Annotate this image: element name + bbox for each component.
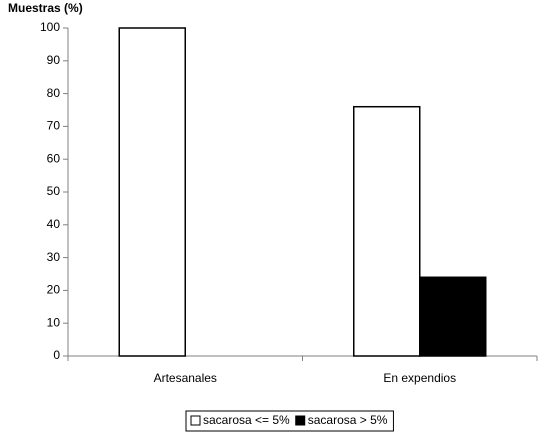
legend-swatch <box>295 415 306 426</box>
y-axis-label: Muestras (%) <box>8 1 83 15</box>
x-tick-label: Artesanales <box>154 371 217 385</box>
bar <box>118 27 186 357</box>
y-tick-label: 80 <box>47 86 61 100</box>
y-tick-label: 90 <box>47 53 61 67</box>
y-tick-label: 50 <box>47 184 61 198</box>
y-tick-label: 60 <box>47 151 61 165</box>
y-tick-label: 30 <box>47 250 61 264</box>
bar <box>419 276 487 357</box>
x-tick-label: En expendios <box>383 371 456 385</box>
y-tick-label: 70 <box>47 119 61 133</box>
y-tick-label: 10 <box>47 315 61 329</box>
y-tick-label: 40 <box>47 217 61 231</box>
y-tick-label: 20 <box>47 283 61 297</box>
legend-label: sacarosa <= 5% <box>203 413 290 427</box>
legend-swatch <box>190 415 201 426</box>
legend-label: sacarosa > 5% <box>308 413 388 427</box>
legend-box <box>185 410 394 432</box>
y-tick-label: 0 <box>53 348 60 362</box>
y-tick-label: 100 <box>40 20 60 34</box>
bar <box>353 105 421 357</box>
